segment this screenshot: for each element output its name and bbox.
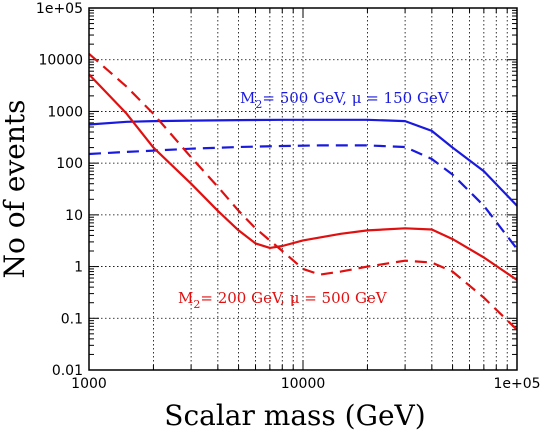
- x-axis-label: Scalar mass (GeV): [164, 399, 425, 432]
- x-tick-label: 10000: [281, 376, 326, 392]
- series-line-3: [88, 73, 518, 281]
- y-tick-label: 10: [65, 208, 83, 224]
- x-tick-label: 1e+05: [493, 376, 540, 392]
- series-line-1: [88, 118, 518, 207]
- series-group: [88, 52, 518, 331]
- plot-frame: [88, 7, 518, 371]
- y-tick-label: 1000: [47, 104, 83, 120]
- ticks: [88, 8, 517, 371]
- y-tick-labels: 0.01 0.1 1 10 100 1000 10000 1e+05: [36, 1, 83, 379]
- annotations: M2= 500 GeV, μ = 150 GeV M2= 200 GeV, μ =…: [178, 89, 450, 311]
- annotation-label-1: M2= 500 GeV, μ = 150 GeV: [240, 89, 450, 111]
- y-tick-label: 0.01: [52, 363, 83, 379]
- series-line-4: [88, 52, 518, 331]
- y-tick-label: 1: [74, 260, 83, 276]
- x-tick-label: 1000: [71, 376, 107, 392]
- annotation-label-2: M2= 200 GeV, μ = 500 GeV: [178, 289, 388, 311]
- y-tick-label: 100: [56, 156, 83, 172]
- y-axis-label: No of events: [0, 100, 31, 279]
- y-tick-label: 1e+05: [36, 1, 83, 17]
- series-line-2: [88, 144, 518, 250]
- x-tick-labels: 1000 10000 1e+05: [71, 376, 540, 392]
- grid: [89, 8, 517, 370]
- y-tick-label: 0.1: [61, 311, 83, 327]
- y-tick-label: 10000: [38, 53, 83, 69]
